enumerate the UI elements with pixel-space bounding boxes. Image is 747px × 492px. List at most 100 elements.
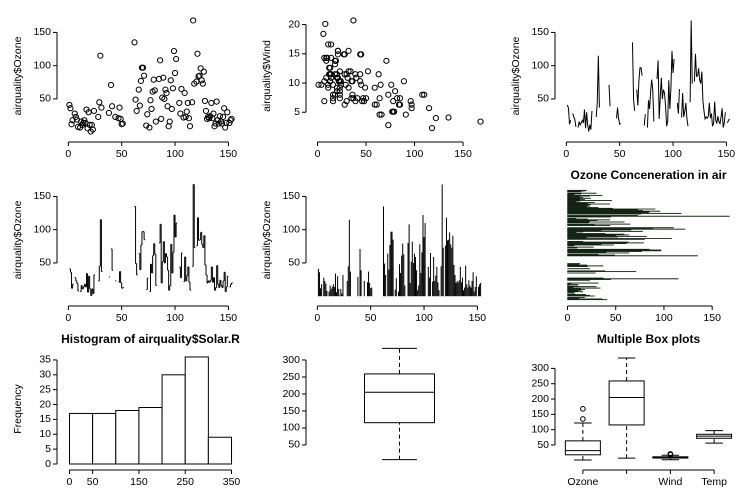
point <box>197 65 204 72</box>
bar <box>567 279 590 281</box>
point <box>151 87 158 94</box>
bar <box>567 192 597 194</box>
point <box>432 115 439 122</box>
point <box>108 103 116 110</box>
bar <box>567 243 627 244</box>
bar <box>567 194 603 196</box>
y-tick-label: 50 <box>39 93 51 105</box>
point <box>445 114 452 121</box>
point <box>321 78 328 85</box>
x-tick-label: 100 <box>166 312 184 324</box>
point <box>400 78 407 85</box>
bar <box>567 215 730 217</box>
point <box>421 91 428 98</box>
y-tick-label: 15 <box>288 48 300 60</box>
point <box>378 111 385 118</box>
point <box>396 101 404 108</box>
bar <box>567 237 587 239</box>
bar <box>567 206 587 208</box>
point <box>402 111 409 118</box>
x-tick-label: 0 <box>65 148 71 160</box>
x-tick-label: 150 <box>454 148 472 160</box>
x-tick-label: 250 <box>176 476 194 488</box>
point <box>327 71 334 78</box>
y-tick-label: 20 <box>288 18 300 30</box>
bar <box>567 250 662 252</box>
point <box>107 81 115 89</box>
point <box>393 95 401 102</box>
point <box>164 103 171 110</box>
point <box>373 101 380 108</box>
point <box>329 91 337 98</box>
point <box>361 84 369 91</box>
point <box>477 118 484 125</box>
bar <box>567 201 577 203</box>
bar <box>567 251 642 252</box>
point <box>337 78 344 85</box>
x-tick-label: 150 <box>220 148 238 160</box>
point <box>116 104 123 111</box>
bar <box>567 249 662 251</box>
bar <box>567 224 595 226</box>
point <box>345 84 352 91</box>
bar <box>567 219 611 221</box>
point <box>408 101 415 108</box>
bar <box>567 294 590 296</box>
bar <box>567 294 586 296</box>
bar <box>567 238 672 239</box>
bar <box>567 200 581 202</box>
bar <box>567 268 590 270</box>
bar <box>567 207 613 209</box>
point <box>146 124 153 131</box>
point <box>184 99 191 107</box>
point <box>157 57 164 64</box>
bar <box>567 197 591 199</box>
x-tick-label: 150 <box>718 148 736 160</box>
outlier <box>580 416 586 422</box>
bar <box>567 212 682 214</box>
bar <box>567 222 589 224</box>
x-tick-label: 100 <box>415 312 433 324</box>
point <box>163 89 170 97</box>
bar <box>567 265 604 267</box>
bar <box>567 218 588 220</box>
point <box>158 115 165 123</box>
bar <box>567 221 625 223</box>
point <box>167 77 174 84</box>
bar <box>567 263 581 265</box>
y-tick-label: 150 <box>531 26 549 38</box>
point <box>345 68 352 75</box>
y-tick-label: 5 <box>294 106 300 118</box>
point <box>353 74 360 81</box>
x-tick-label: 100 <box>655 312 673 324</box>
point <box>323 74 330 81</box>
bar <box>567 198 581 200</box>
y-axis-label: airquality$Ozone <box>261 200 273 279</box>
bar <box>567 272 596 274</box>
point <box>348 95 355 102</box>
bar <box>567 228 686 230</box>
point <box>408 105 415 112</box>
point <box>71 110 78 117</box>
bar <box>567 271 637 273</box>
x-tick-label: 50 <box>116 312 128 324</box>
x-tick-label: 50 <box>87 476 99 488</box>
x-tick-label: 0 <box>65 312 71 324</box>
bar <box>567 285 579 287</box>
bar <box>567 210 661 212</box>
point <box>352 98 359 105</box>
point <box>322 20 329 28</box>
bar <box>567 279 612 280</box>
x-tick-label: 350 <box>223 476 241 488</box>
point <box>210 110 217 117</box>
bar <box>567 202 588 204</box>
point <box>223 119 230 126</box>
bar <box>567 284 579 285</box>
bar <box>567 204 591 206</box>
point <box>208 99 215 107</box>
y-tick-label: 300 <box>531 362 549 374</box>
bar <box>567 233 606 234</box>
bar <box>567 209 639 211</box>
point <box>227 117 234 124</box>
